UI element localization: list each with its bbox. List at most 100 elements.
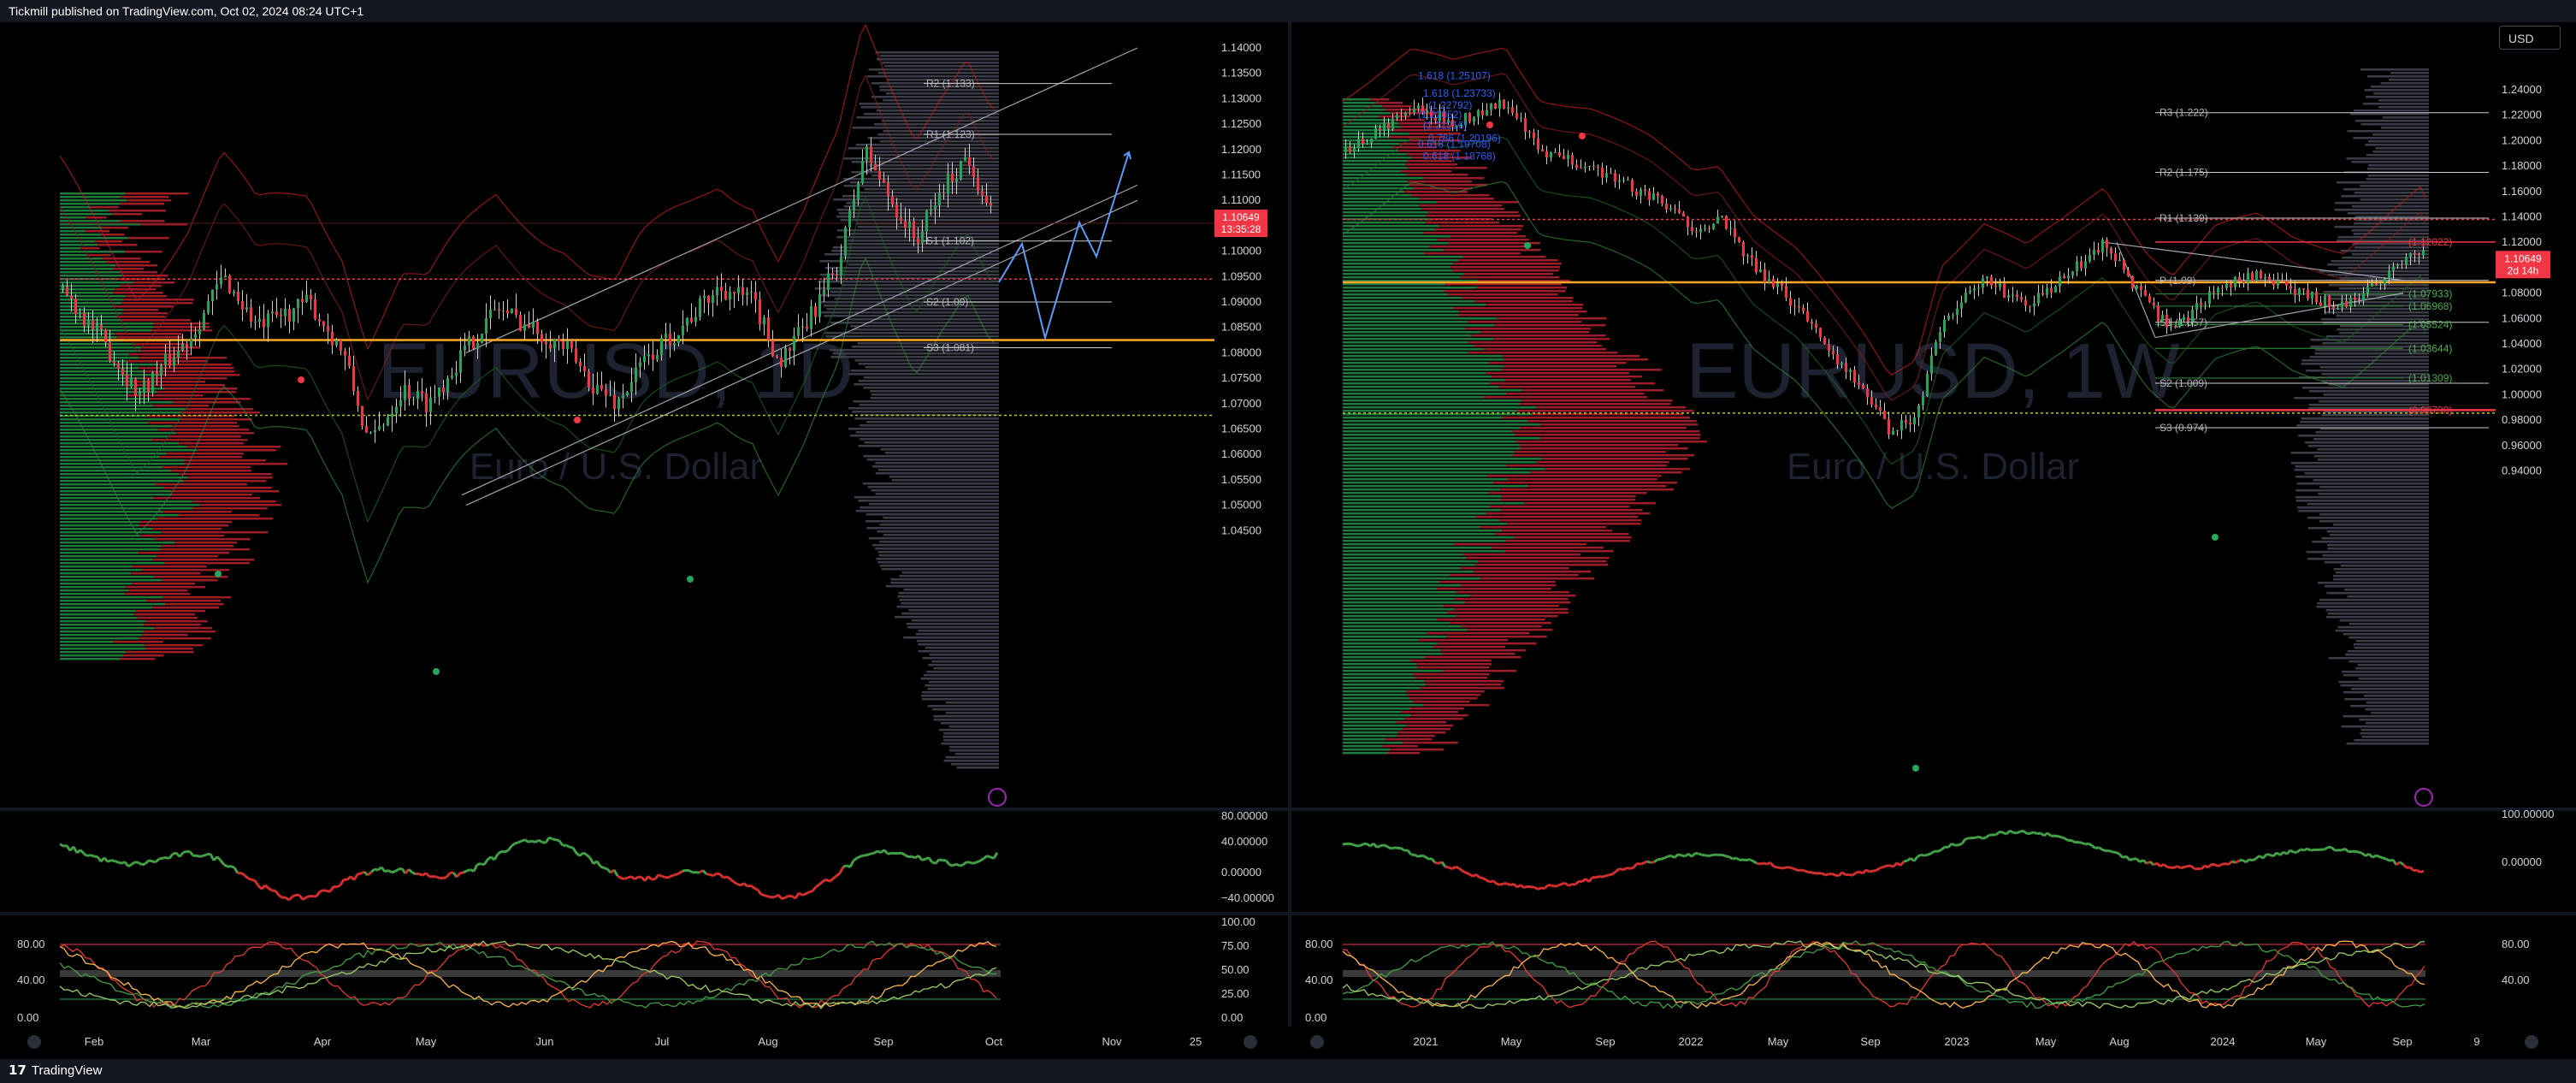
osc-line bbox=[1520, 884, 1525, 889]
candle bbox=[823, 290, 825, 295]
candle bbox=[1413, 108, 1415, 113]
time-label: Mar bbox=[192, 1035, 211, 1048]
vp-bar bbox=[2365, 708, 2429, 711]
vp-bar bbox=[884, 452, 999, 454]
osc-line bbox=[1636, 861, 1641, 866]
vp-bar bbox=[1389, 136, 1446, 139]
vp-bar bbox=[140, 223, 188, 226]
fib-label: (1.21216) bbox=[1423, 119, 1467, 131]
osc-line bbox=[1821, 872, 1826, 877]
candle bbox=[1511, 107, 1514, 114]
stoch-label: 80.00 bbox=[1305, 938, 1333, 950]
candle bbox=[2007, 295, 2010, 299]
osc-line bbox=[1369, 842, 1374, 848]
osc-line bbox=[521, 838, 526, 843]
stoch-label: 50.00 bbox=[1221, 963, 1250, 976]
price-label: 1.12000 bbox=[1221, 143, 1261, 156]
vp-bar bbox=[120, 271, 157, 274]
osc-line bbox=[2272, 851, 2278, 857]
vp-bar bbox=[1343, 636, 1447, 638]
vp-bar bbox=[868, 68, 999, 71]
candle bbox=[139, 392, 141, 397]
vp-bar bbox=[1343, 170, 1402, 173]
vp-bar bbox=[1343, 718, 1405, 720]
vp-bar bbox=[60, 624, 145, 626]
vp-bar bbox=[1494, 533, 1629, 536]
vp-bar bbox=[865, 366, 999, 369]
candle bbox=[699, 298, 701, 317]
vp-bar bbox=[933, 715, 999, 718]
vp-bar bbox=[1343, 660, 1411, 662]
vp-bar bbox=[2337, 267, 2429, 269]
candle bbox=[694, 317, 697, 323]
vp-bar bbox=[832, 352, 999, 355]
vp-bar bbox=[1343, 687, 1421, 689]
osc-line bbox=[1380, 843, 1385, 848]
vp-bar bbox=[60, 607, 153, 609]
candle bbox=[481, 334, 483, 343]
vp-bar bbox=[2354, 739, 2429, 742]
candle bbox=[1969, 290, 1971, 293]
osc-line bbox=[576, 852, 581, 857]
vp-bar bbox=[2347, 212, 2429, 215]
vp-bar bbox=[1343, 557, 1467, 559]
osc-line bbox=[2416, 868, 2421, 873]
vp-bar bbox=[60, 531, 162, 534]
osc-line bbox=[131, 861, 136, 866]
vp-bar bbox=[1343, 386, 1499, 388]
candle bbox=[1785, 286, 1787, 299]
vp-bar bbox=[60, 254, 87, 257]
vp-bar bbox=[1343, 355, 1504, 358]
vp-bar bbox=[1343, 653, 1443, 655]
osc-line bbox=[630, 875, 635, 880]
osc-line bbox=[2071, 839, 2076, 843]
vp-bar bbox=[165, 603, 224, 606]
osc-line bbox=[2289, 849, 2295, 854]
candle bbox=[1990, 276, 1993, 286]
candle bbox=[113, 361, 115, 364]
vp-bar bbox=[186, 446, 281, 448]
osc-line bbox=[901, 851, 906, 856]
vp-bar bbox=[2319, 520, 2429, 523]
candle bbox=[126, 374, 128, 388]
osc-line bbox=[418, 873, 423, 877]
vp-bar bbox=[1437, 588, 1551, 590]
osc-line bbox=[2361, 852, 2366, 857]
vp-bar bbox=[1436, 201, 1519, 204]
candle bbox=[964, 157, 966, 161]
osc-line bbox=[623, 876, 629, 880]
osc-line bbox=[1804, 869, 1809, 873]
candle bbox=[2140, 286, 2142, 290]
vp-bar bbox=[1343, 670, 1443, 672]
vp-bar bbox=[60, 432, 176, 435]
vp-bar bbox=[1458, 311, 1587, 313]
candle bbox=[2110, 247, 2112, 254]
osc-line bbox=[966, 861, 971, 864]
osc-line bbox=[887, 851, 892, 855]
vp-bar bbox=[1527, 420, 1697, 423]
vp-bar bbox=[60, 459, 185, 462]
vp-bar bbox=[60, 583, 133, 585]
vp-bar bbox=[856, 192, 999, 194]
vp-bar bbox=[2300, 421, 2429, 423]
vp-bar bbox=[1343, 502, 1525, 505]
vp-bar bbox=[60, 658, 121, 660]
candle bbox=[237, 291, 239, 301]
vp-bar bbox=[1343, 345, 1474, 347]
vp-bar bbox=[158, 364, 232, 366]
currency-button[interactable]: USD bbox=[2499, 26, 2561, 50]
projection-path bbox=[998, 151, 1130, 341]
vp-bar bbox=[894, 616, 999, 618]
candle bbox=[1840, 363, 1843, 364]
candle bbox=[2349, 297, 2352, 307]
candle bbox=[2264, 276, 2266, 279]
vp-bar bbox=[122, 275, 168, 277]
candle bbox=[1913, 417, 1916, 425]
vp-bar bbox=[2325, 311, 2429, 314]
osc-line bbox=[2385, 857, 2390, 862]
vp-bar bbox=[877, 561, 999, 564]
osc-line bbox=[292, 893, 297, 898]
candle bbox=[2089, 255, 2091, 262]
candle bbox=[908, 221, 911, 228]
